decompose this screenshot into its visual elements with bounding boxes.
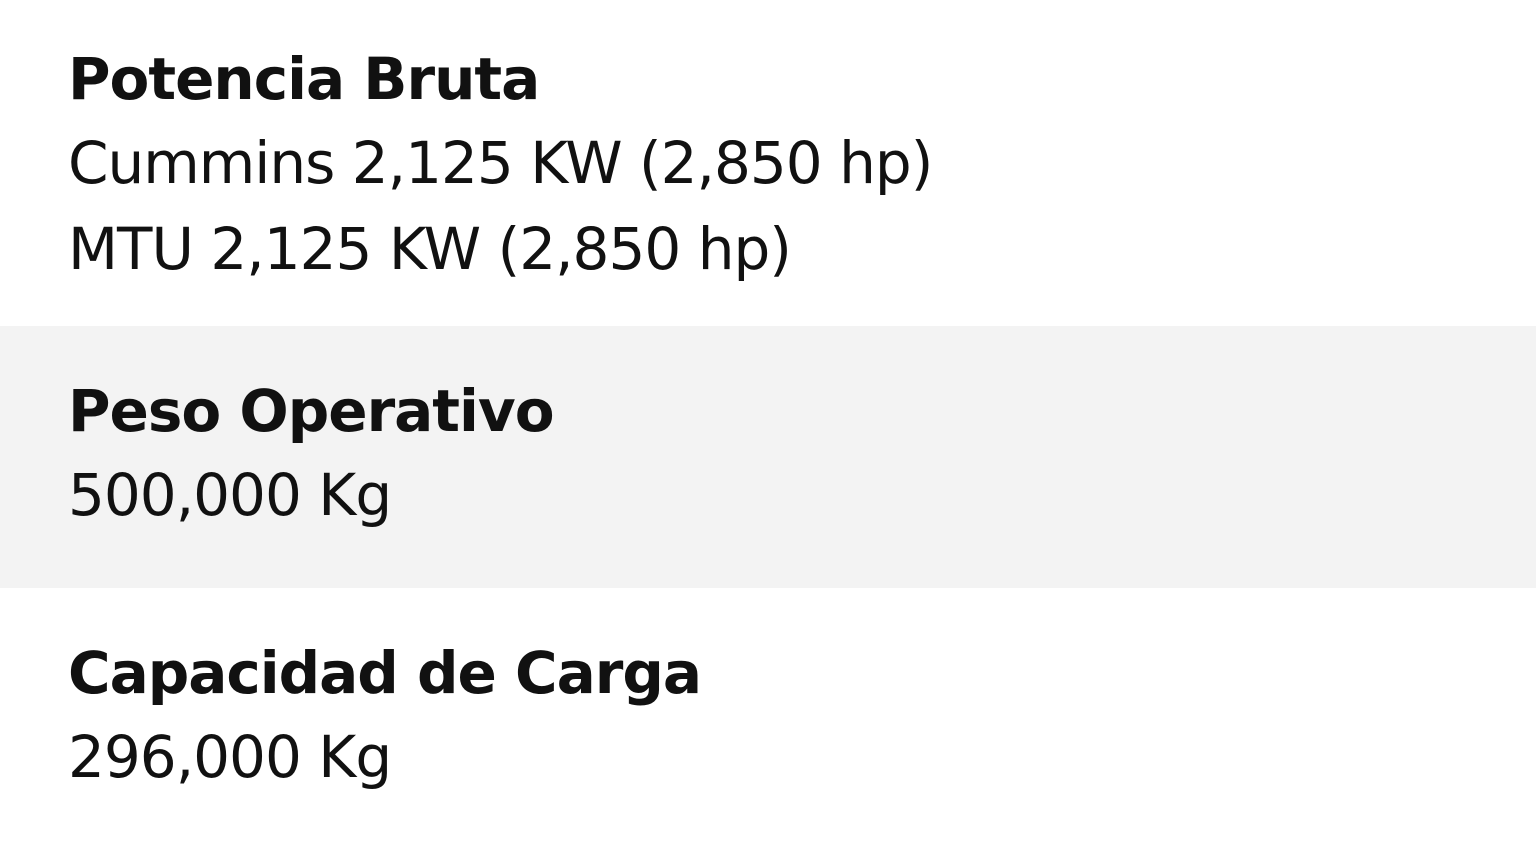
- spec-value: MTU 2,125 KW (2,850 hp): [68, 215, 792, 283]
- spec-label: Capacidad de Carga: [68, 639, 702, 707]
- spec-row-potencia-bruta: Potencia Bruta Cummins 2,125 KW (2,850 h…: [0, 0, 1536, 326]
- spec-row-capacidad-de-carga: Capacidad de Carga 296,000 Kg: [0, 588, 1536, 850]
- spec-row-peso-operativo: Peso Operativo 500,000 Kg: [0, 326, 1536, 588]
- spec-value: 500,000 Kg: [68, 461, 392, 529]
- spec-label: Peso Operativo: [68, 377, 555, 445]
- spec-label: Potencia Bruta: [68, 45, 540, 113]
- spec-value: Cummins 2,125 KW (2,850 hp): [68, 129, 933, 197]
- spec-value: 296,000 Kg: [68, 723, 392, 791]
